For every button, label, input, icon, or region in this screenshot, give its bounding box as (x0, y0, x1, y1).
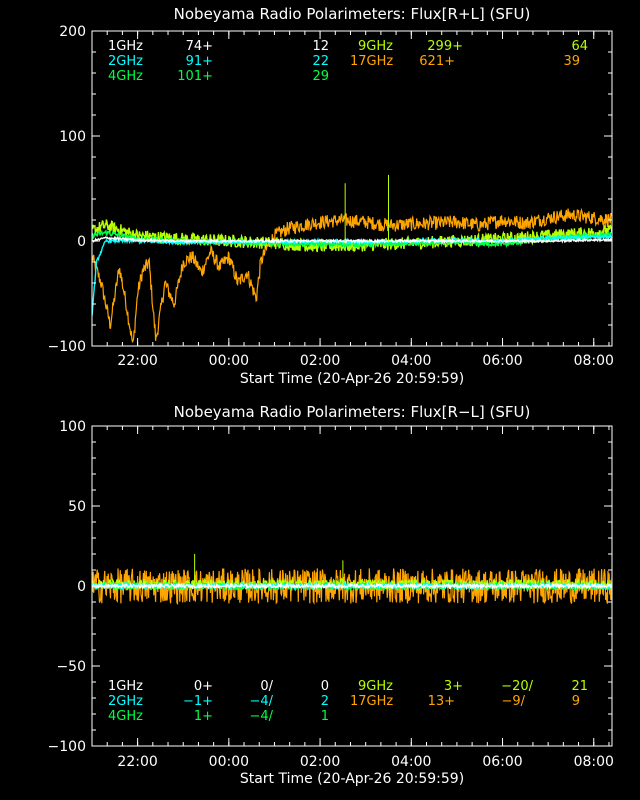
series-line-1ghz (92, 235, 612, 245)
chart-title: Nobeyama Radio Polarimeters: Flux[R−L] (… (174, 403, 531, 421)
chart-title: Nobeyama Radio Polarimeters: Flux[R+L] (… (174, 5, 531, 23)
y-tick-label: −50 (56, 659, 86, 675)
legend-v1: 101+ (177, 69, 213, 84)
x-tick-label: 02:00 (300, 754, 340, 770)
legend: 1GHz 74+ 12 2GHz 91+ 22 4GHz 101+ 29 9GHz 299+ 64 17… (108, 39, 588, 84)
legend-v3: 0 (321, 679, 329, 694)
x-tick-label: 06:00 (482, 353, 522, 369)
legend-v1: −1+ (183, 694, 213, 709)
legend-v3: 64 (571, 39, 588, 54)
x-tick-label: 06:00 (482, 754, 522, 770)
legend-v1: 13+ (428, 694, 455, 709)
legend-v2: −20/ (501, 679, 533, 694)
legend-v1: 621+ (419, 54, 455, 69)
legend-v1: 299+ (427, 39, 463, 54)
legend-v1: 3+ (444, 679, 463, 694)
x-tick-label: 04:00 (391, 754, 431, 770)
legend-band: 1GHz (108, 679, 143, 694)
series-line-17ghz (92, 207, 612, 344)
legend-band: 1GHz (108, 39, 143, 54)
legend-v2: −9/ (501, 694, 525, 709)
chart-panel-1: 200 100 0 −100 22:00 00:00 02:00 04:00 06:00 08:0… (48, 5, 614, 387)
plot-frame (91, 30, 613, 347)
legend-v3: 29 (312, 69, 329, 84)
legend-v2: 0/ (260, 679, 273, 694)
legend-v3: 9 (572, 694, 580, 709)
legend-v1: 1+ (194, 709, 213, 724)
x-axis-label: Start Time (20-Apr-26 20:59:59) (240, 771, 464, 787)
x-tick-label: 22:00 (117, 754, 157, 770)
x-tick-label: 00:00 (209, 353, 249, 369)
legend: 1GHz 0+ 0/0 2GHz −1+ −4/2 4GHz 1+ −4/1 9GHz 3+ −20/… (108, 679, 588, 724)
legend-v3: 1 (321, 709, 329, 724)
legend-v2: −4/ (249, 694, 273, 709)
legend-v2: −4/ (249, 709, 273, 724)
y-tick-label: 200 (59, 24, 86, 40)
legend-v3: 12 (312, 39, 329, 54)
x-tick-label: 08:00 (574, 353, 614, 369)
legend-band: 17GHz (350, 694, 393, 709)
y-tick-label: 100 (59, 419, 86, 435)
legend-band: 9GHz (358, 39, 393, 54)
y-tick-label: 50 (68, 499, 86, 515)
x-tick-label: 22:00 (117, 353, 157, 369)
y-tick-label: −100 (48, 739, 86, 755)
legend-v3: 39 (563, 54, 580, 69)
x-tick-label: 00:00 (209, 754, 249, 770)
y-tick-label: −100 (48, 339, 86, 355)
legend-v1: 74+ (186, 39, 213, 54)
legend-band: 9GHz (358, 679, 393, 694)
legend-v3: 22 (312, 54, 329, 69)
legend-v3: 21 (571, 679, 588, 694)
chart-panel-2: 100 50 0 −50 −100 22:00 00:00 02:00 04:00 06:00 08… (48, 403, 614, 787)
y-tick-label: 0 (77, 579, 86, 595)
legend-band: 4GHz (108, 709, 143, 724)
x-axis-label: Start Time (20-Apr-26 20:59:59) (240, 371, 464, 387)
legend-band: 2GHz (108, 694, 143, 709)
x-tick-label: 04:00 (391, 353, 431, 369)
y-tick-label: 100 (59, 129, 86, 145)
y-tick-label: 0 (77, 234, 86, 250)
series-line-1ghz (92, 581, 612, 591)
legend-band: 2GHz (108, 54, 143, 69)
legend-v1: 91+ (186, 54, 213, 69)
x-tick-label: 02:00 (300, 353, 340, 369)
legend-v1: 0+ (194, 679, 213, 694)
legend-band: 4GHz (108, 69, 143, 84)
legend-v3: 2 (321, 694, 329, 709)
legend-band: 17GHz (350, 54, 393, 69)
x-tick-label: 08:00 (574, 754, 614, 770)
